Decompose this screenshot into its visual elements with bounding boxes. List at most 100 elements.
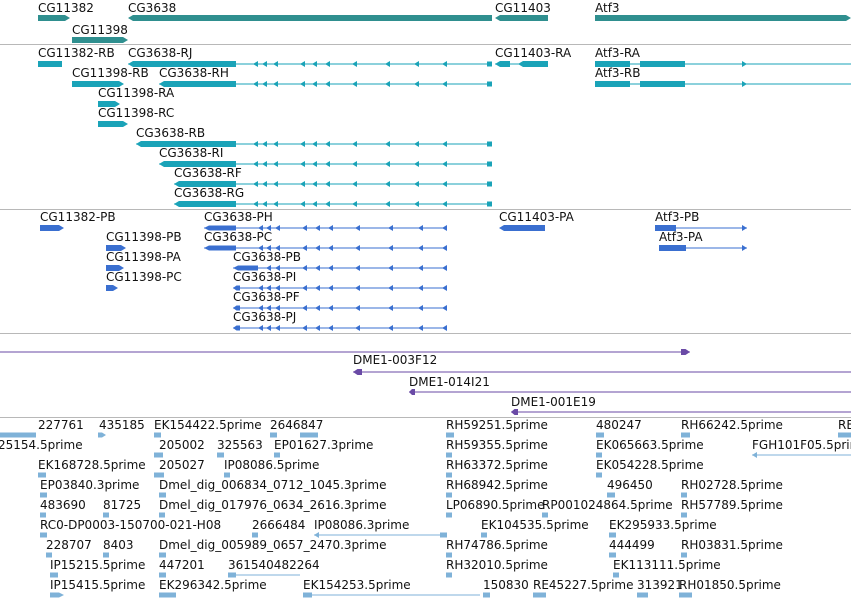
est-label[interactable]: EK154422.5prime <box>154 418 262 432</box>
est-label[interactable]: IP15415.5prime <box>50 578 146 592</box>
est-label[interactable]: 2646847 <box>270 418 324 432</box>
transcript-cg3638-rf[interactable] <box>174 181 492 187</box>
est-label[interactable]: EK065663.5prime <box>596 438 704 452</box>
est-label[interactable]: EK296342.5prime <box>159 578 267 592</box>
est-label[interactable]: 483690 <box>40 498 86 512</box>
est-label[interactable]: RH01850.5prime <box>679 578 781 592</box>
est-label[interactable]: 313921 <box>637 578 683 592</box>
est-label[interactable]: RP001024864.5prime <box>542 498 673 512</box>
protein-cg11403-pa[interactable] <box>499 225 545 231</box>
transcript-label[interactable]: CG3638-RG <box>174 186 245 200</box>
est-label[interactable]: LP06890.5prime <box>446 498 545 512</box>
est-label[interactable]: Dmel_dig_017976_0634_2616.3prime <box>159 498 387 512</box>
protein-atf3-pb[interactable] <box>655 225 747 231</box>
transcript-cg3638-rg[interactable] <box>174 201 492 207</box>
transcript-cg3638-rj[interactable] <box>128 61 492 67</box>
transcript-label[interactable]: CG11403-RA <box>495 46 572 60</box>
transcript-label[interactable]: CG3638-RB <box>136 126 206 140</box>
est-label[interactable]: RC0-DP0003-150700-021-H08 <box>40 518 222 532</box>
est-label[interactable]: 361540482264 <box>228 558 320 572</box>
est-label[interactable]: FGH101F05.5prime <box>752 438 851 452</box>
est-label[interactable]: IP08086.3prime <box>314 518 410 532</box>
est-label[interactable]: RH68942.5prime <box>446 478 548 492</box>
transcript-cg11382-rb[interactable] <box>38 61 62 67</box>
est-label[interactable]: RE <box>838 418 851 432</box>
est-label[interactable]: RH02728.5prime <box>681 478 783 492</box>
protein-label[interactable]: CG11398-PB <box>106 230 182 244</box>
est-label[interactable]: RH03831.5prime <box>681 538 783 552</box>
est-label[interactable]: RE45227.5prime <box>533 578 634 592</box>
gene-feature-cg3638[interactable] <box>128 15 492 21</box>
transcript-cg11398-rc[interactable] <box>98 121 128 127</box>
est-label[interactable]: 444499 <box>609 538 655 552</box>
est-label[interactable]: EP03840.3prime <box>40 478 140 492</box>
protein-cg3638-pi[interactable] <box>233 285 447 291</box>
clone-label[interactable]: DME1-003F12 <box>353 353 438 367</box>
protein-label[interactable]: CG11382-PB <box>40 210 116 224</box>
clone-label[interactable]: DME1-014I21 <box>409 375 490 389</box>
est-label[interactable]: 2666484 <box>252 518 306 532</box>
transcript-atf3-ra[interactable] <box>595 61 851 67</box>
transcript-cg3638-rh[interactable] <box>159 81 492 87</box>
est-label[interactable]: 480247 <box>596 418 642 432</box>
transcript-label[interactable]: CG3638-RI <box>159 146 224 160</box>
est-label[interactable]: EK104535.5prime <box>481 518 589 532</box>
est-label[interactable]: 447201 <box>159 558 205 572</box>
est-label[interactable]: RH59355.5prime <box>446 438 548 452</box>
transcript-label[interactable]: CG3638-RF <box>174 166 242 180</box>
transcript-cg11398-rb[interactable] <box>72 81 124 87</box>
est-label[interactable]: EK154253.5prime <box>303 578 411 592</box>
est-label[interactable]: 205027 <box>159 458 205 472</box>
protein-cg11398-pc[interactable] <box>106 285 118 291</box>
est-label[interactable]: EK054228.5prime <box>596 458 704 472</box>
clone-dme1-001e19[interactable] <box>511 409 851 415</box>
est-label[interactable]: RH63372.5prime <box>446 458 548 472</box>
clone-dme1-003f12[interactable] <box>353 369 851 375</box>
transcript-label[interactable]: CG3638-RJ <box>128 46 193 60</box>
gene-feature-cg11403[interactable] <box>495 15 548 21</box>
est-label[interactable]: RH59251.5prime <box>446 418 548 432</box>
est-label[interactable]: RH74786.5prime <box>446 538 548 552</box>
transcript-cg11398-ra[interactable] <box>98 101 120 107</box>
gene-label[interactable]: CG11382 <box>38 1 94 15</box>
transcript-cg11403-ra[interactable] <box>495 61 548 67</box>
protein-label[interactable]: CG11398-PC <box>106 270 182 284</box>
protein-label[interactable]: CG3638-PJ <box>233 310 297 324</box>
transcript-label[interactable]: Atf3-RA <box>595 46 640 60</box>
gene-feature-atf3[interactable] <box>595 15 851 21</box>
est-label[interactable]: 496450 <box>607 478 653 492</box>
protein-cg3638-pj[interactable] <box>233 325 447 331</box>
est-label[interactable]: RH66242.5prime <box>681 418 783 432</box>
protein-cg3638-pf[interactable] <box>233 305 447 311</box>
gene-feature-cg11382[interactable] <box>38 15 70 21</box>
gene-label[interactable]: CG3638 <box>128 1 177 15</box>
protein-label[interactable]: Atf3-PB <box>655 210 700 224</box>
transcript-atf3-rb[interactable] <box>595 81 851 87</box>
gene-label[interactable]: CG11403 <box>495 1 551 15</box>
transcript-label[interactable]: CG11398-RA <box>98 86 175 100</box>
transcript-label[interactable]: Atf3-RB <box>595 66 641 80</box>
protein-label[interactable]: Atf3-PA <box>659 230 703 244</box>
est-label[interactable]: 325563 <box>217 438 263 452</box>
gene-label[interactable]: CG11398 <box>72 23 128 37</box>
est-label[interactable]: 150830 <box>483 578 529 592</box>
est-label[interactable]: EK168728.5prime <box>38 458 146 472</box>
protein-cg3638-ph[interactable] <box>204 225 447 231</box>
clone-label[interactable]: DME1-001E19 <box>511 395 596 409</box>
protein-label[interactable]: CG3638-PB <box>233 250 302 264</box>
protein-label[interactable]: CG3638-PC <box>204 230 273 244</box>
est-label[interactable]: RH32010.5prime <box>446 558 548 572</box>
transcript-label[interactable]: CG11382-RB <box>38 46 115 60</box>
est-label[interactable]: 228707 <box>46 538 92 552</box>
protein-label[interactable]: CG3638-PH <box>204 210 273 224</box>
protein-label[interactable]: CG3638-PI <box>233 270 297 284</box>
transcript-cg3638-rb[interactable] <box>136 141 492 147</box>
protein-cg11382-pb[interactable] <box>40 225 64 231</box>
est-label[interactable]: 81725 <box>103 498 142 512</box>
est-label[interactable]: EK295933.5prime <box>609 518 717 532</box>
est-label[interactable]: EP01627.3prime <box>274 438 374 452</box>
transcript-label[interactable]: CG11398-RB <box>72 66 149 80</box>
est-label[interactable]: 8403 <box>103 538 134 552</box>
